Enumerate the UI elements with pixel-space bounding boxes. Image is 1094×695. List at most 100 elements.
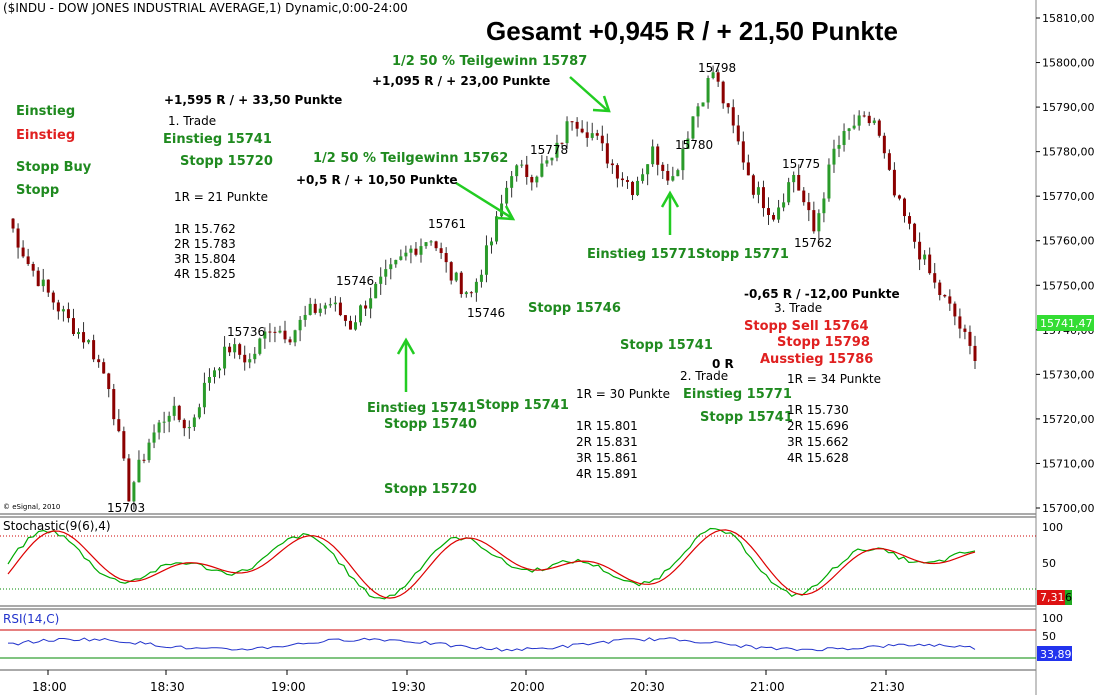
price-scale-label: 15710,00: [1042, 457, 1094, 470]
candle-body: [61, 309, 65, 312]
candle-body: [122, 431, 126, 459]
trade2-label: 2. Trade: [680, 369, 728, 383]
candle-body: [77, 332, 81, 335]
candle-body: [913, 223, 917, 242]
time-label: 18:00: [32, 680, 67, 694]
swing-price-label: 15778: [530, 143, 568, 157]
candle-body: [338, 302, 342, 316]
time-label: 21:30: [870, 680, 905, 694]
legend-stopp-buy: Stopp Buy: [16, 160, 92, 175]
trade1-label: 1. Trade: [168, 114, 216, 128]
stop-15741-label-a: Stopp 15741: [476, 398, 569, 413]
candle-body: [953, 303, 957, 317]
candle-body: [233, 344, 237, 353]
candle-body: [958, 316, 962, 329]
legend: Einstieg Einstieg Stopp Buy Stopp: [16, 104, 92, 198]
candle-body: [414, 248, 418, 255]
candle-body: [535, 176, 539, 183]
price-axis: 15810,00 15800,00 15790,00 15780,00 15770,00…: [1036, 12, 1094, 515]
swing-price-label: 15780: [675, 138, 713, 152]
candle-body: [525, 164, 529, 177]
candle-body: [565, 121, 569, 144]
candle-body: [459, 272, 463, 295]
candle-body: [746, 162, 750, 176]
trade1-entry: Einstieg 15741: [163, 132, 272, 147]
candle-body: [348, 320, 352, 330]
candle-body: [137, 459, 141, 483]
candle-body: [343, 315, 347, 321]
rsi-title: RSI(14,C): [3, 612, 59, 626]
chart-header: ($INDU - DOW JONES INDUSTRIAL AVERAGE,1)…: [3, 1, 408, 15]
candle-body: [404, 252, 408, 257]
trade2-zero: 0 R: [712, 357, 734, 371]
swing-price-label: 15762: [794, 236, 832, 250]
candle-body: [897, 195, 901, 199]
candle-body: [651, 146, 655, 165]
candle-body: [918, 241, 922, 260]
candle-body: [66, 309, 70, 319]
candle-body: [812, 210, 816, 232]
candle-body: [374, 283, 378, 299]
candle-body: [444, 253, 448, 263]
stoch-title: Stochastic(9(6),4): [3, 519, 111, 533]
candle-body: [631, 181, 635, 196]
candle-body: [218, 368, 222, 371]
arrow-teilgewinn-2: [569, 76, 611, 113]
tp2-label: 1/2 50 % Teilgewinn 15787: [392, 54, 587, 69]
candle-body: [11, 218, 15, 229]
candle-body: [167, 415, 171, 422]
candle-body: [575, 121, 579, 129]
time-label: 19:30: [391, 680, 426, 694]
candle-body: [394, 259, 398, 265]
swing-price-label: 15761: [428, 217, 466, 231]
candle-body: [741, 141, 745, 163]
candle-body: [772, 215, 776, 220]
rsi-badge-bg: [1037, 646, 1072, 661]
candle-body: [736, 125, 740, 142]
stop2-arrow-label: Stopp 15771: [696, 247, 789, 262]
trade2-stop: Stopp 15741: [700, 410, 793, 425]
candle-body: [867, 115, 871, 124]
swing-price-label: 15736: [227, 325, 265, 339]
candle-body: [676, 170, 680, 177]
copyright: © eSignal, 2010: [3, 503, 60, 511]
legend-einstieg-red: Einstieg: [16, 128, 75, 143]
trade2-r: 1R = 30 Punkte: [576, 387, 670, 401]
candle-body: [792, 174, 796, 183]
candle-body: [928, 254, 932, 274]
arrow-entry-1: [396, 337, 416, 392]
candle-body: [570, 121, 574, 123]
candle-body: [610, 163, 614, 166]
candle-body: [605, 143, 609, 164]
candle-body: [701, 102, 705, 107]
candle-body: [474, 281, 478, 293]
swing-price-label: 15746: [467, 306, 505, 320]
candle-body: [902, 198, 906, 217]
trade2-level-1: 1R 15.801: [576, 419, 638, 433]
candle-body: [696, 106, 700, 117]
stoch-k-line: [7, 527, 976, 600]
candle-body: [248, 359, 252, 363]
stop-15741-label-b: Stopp 15741: [620, 338, 713, 353]
trade1-level-1: 1R 15.762: [174, 222, 236, 236]
stop-annotations: Einstieg 15741 Stopp 15740 Stopp 15720 S…: [367, 247, 789, 497]
stoch-badge-suffix: 6: [1065, 591, 1072, 604]
rsi-panel: [0, 629, 1036, 659]
candle-body: [510, 176, 514, 188]
price-scale-label: 15730,00: [1042, 368, 1094, 381]
candle-body: [207, 377, 211, 383]
candle-body: [162, 421, 166, 423]
candle-body: [51, 292, 55, 303]
candle-body: [318, 308, 322, 313]
candle-body: [545, 160, 549, 164]
candle-body: [354, 322, 358, 330]
candle-body: [479, 274, 483, 282]
candle-body: [303, 314, 307, 320]
stop-15746-label: Stopp 15746: [528, 301, 621, 316]
candle-body: [585, 132, 589, 138]
price-scale-label: 15800,00: [1042, 57, 1094, 70]
candle-body: [102, 362, 106, 374]
candle-body: [41, 279, 45, 287]
annotation-arrows: [396, 76, 680, 392]
candle-body: [278, 330, 282, 333]
